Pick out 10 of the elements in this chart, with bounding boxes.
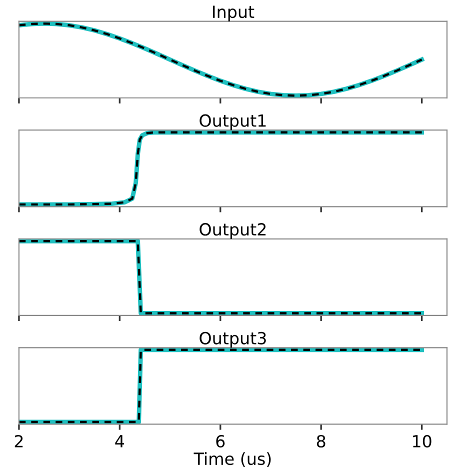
x-tick-label: 10 [413, 434, 432, 448]
chart-title: Output1 [200, 114, 266, 130]
x-axis-title: Time (us) [194, 452, 271, 468]
chart-title: Input [213, 6, 254, 22]
x-tick-label: 6 [216, 434, 225, 448]
x-tick-label: 4 [115, 435, 124, 448]
chart-title: Output2 [200, 223, 266, 239]
x-tick-label: 2 [14, 434, 23, 448]
x-tick-label: 8 [316, 434, 326, 448]
chart-title: Output3 [200, 332, 266, 348]
